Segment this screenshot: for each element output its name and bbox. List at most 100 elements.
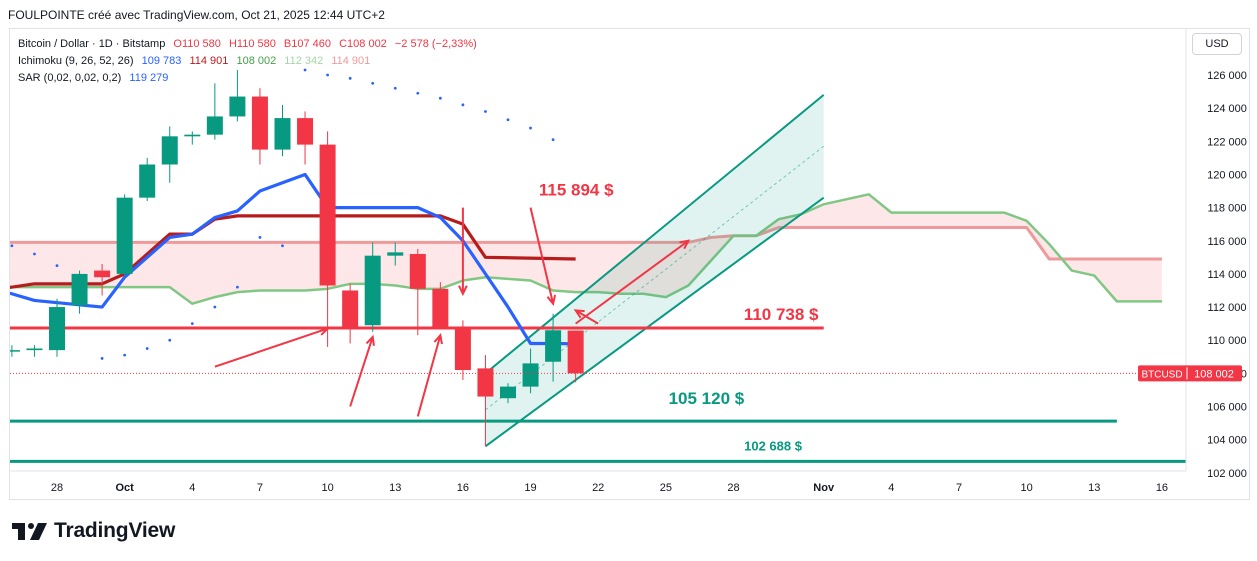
legend-ichimoku-row[interactable]: Ichimoku (9, 26, 52, 26) 109 783 114 901…	[18, 53, 482, 70]
trend-channel-lower	[484, 196, 825, 448]
sar-name: SAR (0,02, 0,02, 0,2)	[18, 72, 122, 84]
x-tick-label: 28	[51, 482, 63, 494]
sar-dot	[529, 126, 532, 130]
currency-button[interactable]: USD	[1192, 33, 1242, 55]
candle-body	[116, 197, 133, 274]
y-tick-label: 112 000	[1208, 302, 1247, 314]
tradingview-logo[interactable]: TradingView	[12, 517, 175, 545]
sar-dot	[100, 357, 104, 360]
chart-credit: FOULPOINTE créé avec TradingView.com, Oc…	[8, 8, 385, 22]
candle-body	[184, 134, 201, 137]
annotation-arrow-head	[433, 333, 443, 345]
ohlc-change: −2 578 (−2,33%)	[394, 38, 477, 50]
x-tick-label: Nov	[813, 482, 835, 494]
y-tick-label: 122 000	[1207, 136, 1247, 148]
symbol-name: Bitcoin / Dollar · 1D · Bitstamp	[18, 38, 166, 50]
annotation-arrow-head	[365, 334, 375, 346]
y-tick-label: 120 000	[1207, 169, 1247, 181]
candle-body	[10, 350, 20, 352]
y-tick-label: 124 000	[1207, 103, 1247, 115]
sar-dot	[145, 347, 149, 350]
annotation-arrow-head	[458, 285, 468, 297]
sar-dot	[484, 110, 487, 113]
candle-body	[432, 288, 449, 327]
ohlc-high: H110 580	[228, 38, 276, 50]
candle-body	[364, 255, 381, 326]
sar-dot	[33, 252, 36, 256]
sar-dot	[258, 236, 262, 239]
x-tick-label: 13	[1088, 482, 1100, 494]
candle-body	[477, 368, 494, 397]
candle-body	[49, 307, 65, 351]
candle-body	[500, 386, 516, 399]
sar-dot	[190, 322, 194, 326]
sar-dot	[168, 338, 172, 342]
ohlc-open: O110 580	[173, 38, 221, 50]
candle-body	[545, 330, 562, 362]
candle-body	[251, 96, 268, 150]
legend: Bitcoin / Dollar · 1D · Bitstamp O110 58…	[18, 36, 482, 87]
last-price-text: 108 002	[1194, 368, 1234, 380]
x-tick-label: 16	[457, 482, 469, 494]
y-tick-label: 116 000	[1208, 236, 1247, 248]
annotation-arrow-head	[679, 239, 691, 250]
sar-dot	[438, 96, 442, 100]
plot-area	[10, 68, 1186, 463]
ichimoku-tenkan-value: 109 783	[141, 55, 182, 67]
sar-dot	[461, 103, 465, 107]
ichimoku-name: Ichimoku (9, 26, 52, 26)	[18, 55, 134, 67]
annotation-arrow	[575, 309, 599, 325]
sar-dot	[393, 86, 397, 90]
ichimoku-kijun-value: 114 901	[189, 55, 229, 67]
x-tick-label: 10	[1021, 482, 1033, 494]
annotation-arrow-head	[546, 294, 557, 306]
sar-dot	[348, 76, 352, 80]
ohlc-low: B107 460	[283, 38, 332, 50]
x-tick-label: Oct	[115, 482, 134, 494]
annotation-arrow-head	[318, 326, 330, 336]
symbol-tag-text: BTCUSD	[1141, 369, 1182, 380]
ichimoku-span-a-line	[10, 193, 1162, 305]
candle-body	[139, 164, 156, 198]
sar-dot	[551, 138, 555, 142]
candle-body	[26, 348, 43, 351]
y-tick-label: 102 000	[1207, 468, 1247, 480]
sar-dot	[281, 244, 284, 248]
candle-body	[206, 116, 223, 135]
y-tick-label: 110 000	[1208, 335, 1247, 347]
sar-dot	[236, 285, 239, 289]
candle-body	[522, 363, 539, 387]
x-tick-label: 4	[189, 482, 195, 494]
candle-body	[342, 290, 359, 327]
ichimoku-cloud	[10, 194, 1162, 304]
x-tick-label: 25	[660, 482, 672, 494]
x-tick-label: 13	[389, 482, 401, 494]
last-price-tag	[1138, 365, 1242, 382]
sar-dot	[371, 81, 375, 85]
x-tick-label: 19	[524, 482, 536, 494]
x-tick-label: 4	[888, 482, 894, 494]
x-tick-label: 10	[321, 482, 333, 494]
sar-value: 119 279	[129, 72, 169, 84]
y-tick-label: 126 000	[1207, 70, 1247, 82]
ichimoku-spana-value: 112 342	[284, 55, 324, 67]
legend-symbol-row[interactable]: Bitcoin / Dollar · 1D · Bitstamp O110 58…	[18, 36, 482, 53]
sar-dot	[213, 305, 217, 309]
ichimoku-spanb-value: 114 901	[331, 55, 371, 67]
annotation-arrow	[416, 334, 442, 417]
sar-dot	[326, 73, 329, 77]
ohlc-close: C108 002	[339, 38, 387, 50]
candle-body	[567, 330, 584, 374]
legend-sar-row[interactable]: SAR (0,02, 0,02, 0,2) 119 279	[18, 70, 482, 87]
y-tick-label: 114 000	[1208, 269, 1247, 281]
label-resistance: 110 738 $	[744, 305, 819, 324]
sar-dot	[55, 264, 59, 268]
annotation-arrow	[575, 239, 689, 325]
sar-dot	[303, 68, 307, 72]
x-tick-label: 22	[592, 482, 604, 494]
candle-body	[454, 326, 471, 371]
sar-dot	[506, 118, 510, 122]
candle-body	[94, 270, 111, 278]
annotation-arrow-head	[573, 309, 585, 319]
